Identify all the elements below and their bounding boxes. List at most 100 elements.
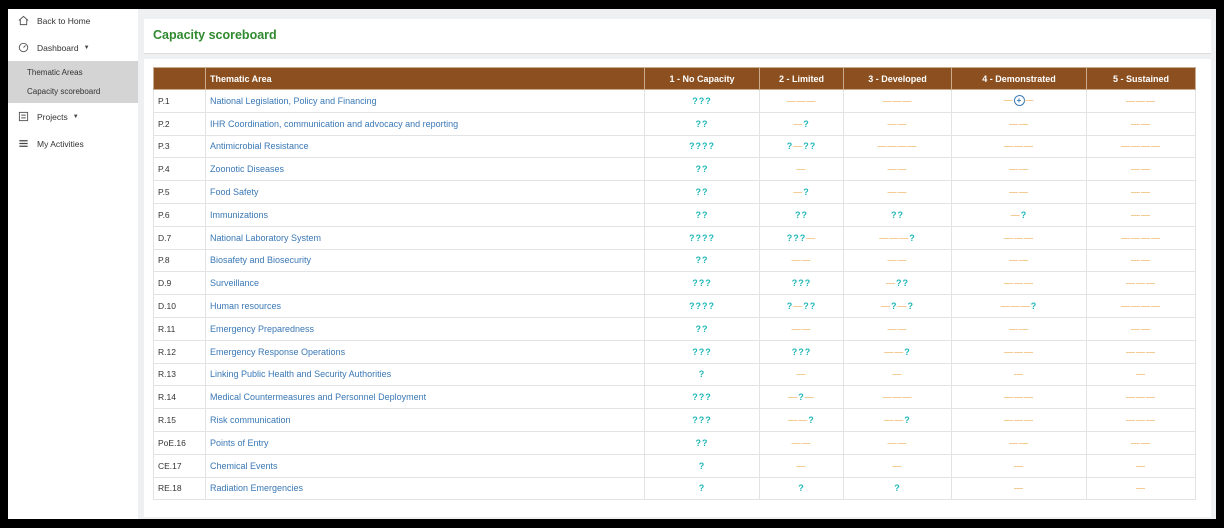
level-marks[interactable]: ???— (787, 233, 817, 243)
level-marks[interactable]: ? (699, 461, 706, 471)
level-marks[interactable]: ——— (787, 96, 817, 106)
thematic-area-link[interactable]: IHR Coordination, communication and advo… (210, 118, 459, 129)
sidebar-item-thematic-areas[interactable]: Thematic Areas (27, 68, 83, 77)
level-marks[interactable]: ——— (1004, 233, 1034, 243)
dashboard-menu[interactable]: Dashboard ▼ (8, 34, 138, 61)
level-marks[interactable]: —— (792, 438, 812, 448)
level-marks[interactable]: ——? (788, 415, 815, 425)
level-marks[interactable]: —?— (788, 392, 815, 402)
level-marks[interactable]: —— (1131, 210, 1151, 220)
level-marks[interactable]: ———— (1121, 141, 1161, 151)
level-marks[interactable]: —— (1009, 438, 1029, 448)
level-marks[interactable]: —— (1009, 119, 1029, 129)
level-marks[interactable]: —— (888, 164, 908, 174)
level-marks[interactable]: ———— (1121, 301, 1161, 311)
thematic-area-link[interactable]: Linking Public Health and Security Autho… (210, 369, 392, 380)
level-marks[interactable]: ——— (883, 96, 913, 106)
level-marks[interactable]: ?—?? (787, 301, 817, 311)
level-marks[interactable]: ———— (1121, 233, 1161, 243)
level-marks[interactable]: —? (1011, 210, 1028, 220)
level-marks[interactable]: —— (1131, 187, 1151, 197)
level-marks[interactable]: — (797, 164, 807, 174)
level-marks[interactable]: — (1136, 461, 1146, 471)
thematic-area-link[interactable]: Points of Entry (210, 437, 269, 448)
level-marks[interactable]: —— (1009, 255, 1029, 265)
level-marks[interactable]: — (1014, 369, 1024, 379)
level-marks[interactable]: —— (888, 119, 908, 129)
level-marks[interactable]: ——? (884, 415, 911, 425)
level-marks[interactable]: ——— (883, 392, 913, 402)
thematic-area-link[interactable]: Surveillance (210, 278, 260, 289)
level-marks[interactable]: ??? (692, 347, 712, 357)
level-marks[interactable]: ?? (891, 210, 904, 220)
level-marks[interactable]: ——— (1126, 392, 1156, 402)
level-marks[interactable]: —— (792, 255, 812, 265)
thematic-area-link[interactable]: Emergency Response Operations (210, 346, 346, 357)
level-marks[interactable]: ?? (696, 187, 709, 197)
level-marks[interactable]: ——— (1004, 392, 1034, 402)
level-marks[interactable]: — (893, 461, 903, 471)
level-marks[interactable]: ———— (878, 141, 918, 151)
level-marks[interactable]: ? (699, 483, 706, 493)
level-marks[interactable]: —— (888, 438, 908, 448)
level-marks[interactable]: ?? (696, 324, 709, 334)
level-marks[interactable]: ——— (1004, 415, 1034, 425)
level-marks[interactable]: — (893, 369, 903, 379)
level-marks[interactable]: ?? (696, 164, 709, 174)
my-activities-link[interactable]: My Activities (8, 130, 138, 157)
level-marks[interactable]: —— (888, 255, 908, 265)
level-marks[interactable]: ??? (692, 278, 712, 288)
level-marks[interactable]: ? (798, 483, 805, 493)
thematic-area-link[interactable]: Risk communication (210, 415, 291, 426)
level-marks[interactable]: — (1136, 483, 1146, 493)
thematic-area-link[interactable]: Food Safety (210, 187, 259, 198)
level-marks[interactable]: —— (1131, 164, 1151, 174)
level-marks[interactable]: —— (1131, 255, 1151, 265)
thematic-area-link[interactable]: Zoonotic Diseases (210, 164, 285, 175)
level-marks[interactable]: — (797, 461, 807, 471)
level-marks[interactable]: ?? (795, 210, 808, 220)
thematic-area-link[interactable]: Immunizations (210, 209, 269, 220)
thematic-area-link[interactable]: Antimicrobial Resistance (210, 141, 309, 152)
level-marks[interactable]: ??? (692, 415, 712, 425)
thematic-area-link[interactable]: Biosafety and Biosecurity (210, 255, 312, 266)
thematic-area-link[interactable]: Radiation Emergencies (210, 483, 304, 494)
level-marks[interactable]: — (797, 369, 807, 379)
level-marks[interactable]: ???? (689, 301, 715, 311)
back-to-home-link[interactable]: Back to Home (8, 9, 138, 34)
level-marks[interactable]: ? (894, 483, 901, 493)
thematic-area-link[interactable]: Human resources (210, 301, 282, 312)
level-marks[interactable]: ?? (696, 438, 709, 448)
level-marks[interactable]: ?—?? (787, 141, 817, 151)
level-marks[interactable]: ——— (1126, 347, 1156, 357)
level-marks[interactable]: ?? (696, 255, 709, 265)
level-marks[interactable]: ——— (1004, 278, 1034, 288)
level-marks[interactable]: —— (1009, 164, 1029, 174)
level-marks[interactable]: —?—? (881, 301, 914, 311)
level-marks[interactable]: ? (699, 369, 706, 379)
level-marks[interactable]: —?? (886, 278, 909, 288)
level-marks[interactable]: — + — (1004, 95, 1035, 107)
thematic-area-link[interactable]: National Legislation, Policy and Financi… (210, 95, 377, 106)
level-marks[interactable]: — (1014, 483, 1024, 493)
projects-menu[interactable]: Projects ▼ (8, 103, 138, 130)
level-marks[interactable]: —— (792, 324, 812, 334)
level-marks[interactable]: —— (1009, 324, 1029, 334)
level-marks[interactable]: —? (793, 187, 810, 197)
level-marks[interactable]: ———? (879, 233, 916, 243)
level-marks[interactable]: ——— (1126, 278, 1156, 288)
level-marks[interactable]: ??? (692, 392, 712, 402)
level-marks[interactable]: ——— (1004, 347, 1034, 357)
level-marks[interactable]: — (1136, 369, 1146, 379)
level-marks[interactable]: —— (888, 187, 908, 197)
level-marks[interactable]: —— (1131, 324, 1151, 334)
level-marks[interactable]: ???? (689, 233, 715, 243)
level-marks[interactable]: ——? (884, 347, 911, 357)
thematic-area-link[interactable]: Emergency Preparedness (210, 323, 315, 334)
level-marks[interactable]: ??? (792, 347, 812, 357)
thematic-area-link[interactable]: Chemical Events (210, 460, 278, 471)
level-marks[interactable]: ??? (792, 278, 812, 288)
level-marks[interactable]: — (1014, 461, 1024, 471)
level-marks[interactable]: —? (793, 119, 810, 129)
level-marks[interactable]: —— (1131, 438, 1151, 448)
